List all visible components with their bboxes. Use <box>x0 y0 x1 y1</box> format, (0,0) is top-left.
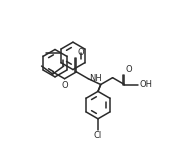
Text: O: O <box>78 48 84 57</box>
Text: NH: NH <box>89 74 102 83</box>
Text: OH: OH <box>139 80 152 89</box>
Text: O: O <box>125 65 132 74</box>
Text: Cl: Cl <box>94 131 102 140</box>
Text: O: O <box>62 81 68 90</box>
